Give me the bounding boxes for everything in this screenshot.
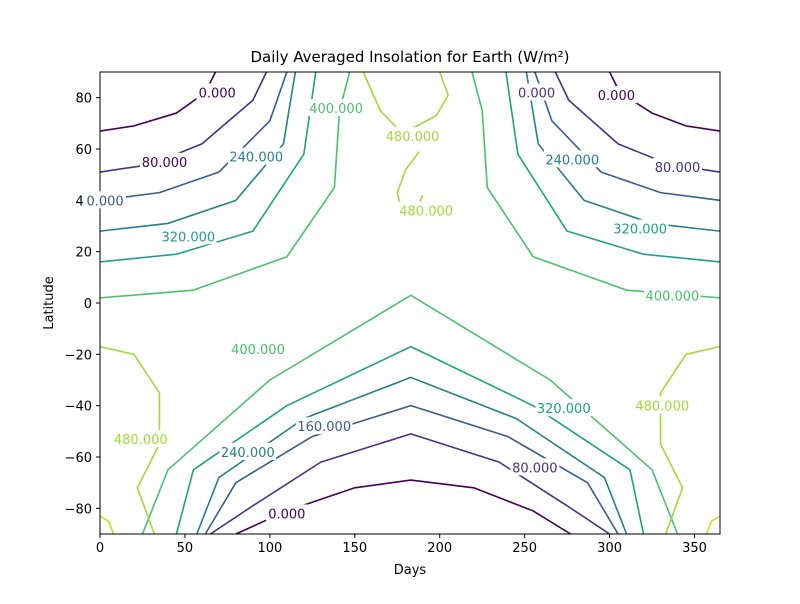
contour-line-480-2 [99,345,161,535]
contour-label-background [219,442,277,460]
chart-title: Daily Averaged Insolation for Earth (W/m… [251,48,570,66]
y-tick-label: 20 [75,246,92,261]
contour-label: 480.000 [635,400,689,415]
contour-label: 320.000 [161,230,215,245]
contour-label: 480.000 [386,130,440,145]
contour-label: 240.000 [229,151,283,166]
contour-line-160-1 [534,71,721,202]
contour-line-560-0 [99,515,115,535]
contour-label: 0.000 [86,194,123,209]
contour-label: 0.000 [518,87,555,102]
contour-line-480-0 [362,71,450,135]
contour-label-background [140,152,190,170]
contour-line-320-2 [175,345,645,535]
contour-line-320-1 [505,71,721,263]
y-tick-label: −40 [65,400,92,415]
contour-label-background [595,86,638,104]
contour-label: 240.000 [545,153,599,168]
contour-line-0-1 [608,71,721,132]
x-tick-label: 250 [512,541,537,556]
x-tick-label: 150 [342,541,367,556]
contour-line-320-0 [99,71,317,263]
contour-label-background [266,504,308,522]
contour-label-background [228,147,285,165]
contour-line-480-3 [659,345,721,535]
contour-label: 320.000 [537,402,591,417]
y-tick-label: 0 [84,297,92,312]
contour-label: 320.000 [613,223,667,238]
contour-label: 0.000 [268,507,305,522]
contour-label-background [510,458,560,476]
x-tick-label: 200 [427,541,452,556]
contour-label-background [653,157,703,175]
contour-label: 80.000 [655,161,701,176]
contour-label: 400.000 [309,102,363,117]
contour-label: 0.000 [598,89,635,104]
contour-label-background [633,396,691,414]
contour-label-background [196,83,238,101]
contour-line-400-2 [141,294,679,535]
axis-ticks: 0 50 100 150 200 250 300 350806040200−20−40−60−… [65,92,707,556]
x-tick-label: 0 [96,541,104,556]
contour-line-240-2 [196,376,628,535]
contour-line-560-1 [705,515,721,535]
x-tick-label: 300 [597,541,622,556]
y-tick-label: 80 [75,92,92,107]
contour-label-background [543,150,601,168]
contour-label: 480.000 [399,205,453,220]
contour-line-400-1 [471,71,721,299]
y-axis-label: Latitude [42,276,57,330]
contour-label: 480.000 [114,433,168,448]
y-tick-label: −60 [65,451,92,466]
x-axis-label: Days [394,563,427,578]
contour-line-160-2 [204,404,619,535]
x-tick-label: 100 [257,541,282,556]
contour-label-background [384,127,441,145]
contour-label: 400.000 [231,343,285,358]
x-tick-label: 350 [682,541,707,556]
contour-line-80-0 [99,71,268,173]
y-tick-label: −20 [65,348,92,363]
y-tick-label: 60 [75,143,92,158]
contour-line-80-2 [209,433,611,535]
contour-label-background [307,98,365,116]
contour-label-background [295,417,353,435]
contour-label-background [160,227,217,245]
contour-label: 400.000 [646,289,700,304]
contour-label-background [515,83,558,101]
contour-line-240-0 [99,71,297,232]
x-tick-label: 50 [177,541,194,556]
contour-label: 0.000 [199,87,236,102]
contour-label: 80.000 [512,461,558,476]
contour-label: 160.000 [297,420,351,435]
contour-line-240-1 [525,71,721,232]
contour-line-160-0 [99,71,288,202]
contour-label-background [535,399,592,417]
contour-label-background [397,201,455,219]
contour-label-background [112,430,170,448]
contour-labels: 0.000 0.000 0.000 80.000 80.000 80.000 0.000 24… [84,83,703,522]
contour-label-background [611,219,669,237]
contour-label: 80.000 [142,156,188,171]
contour-label-background [229,340,287,358]
contour-label-background [644,286,701,304]
contour-label-background [84,191,126,209]
contour-label: 240.000 [221,446,275,461]
contour-lines [99,71,721,535]
y-tick-label: −80 [65,502,92,517]
